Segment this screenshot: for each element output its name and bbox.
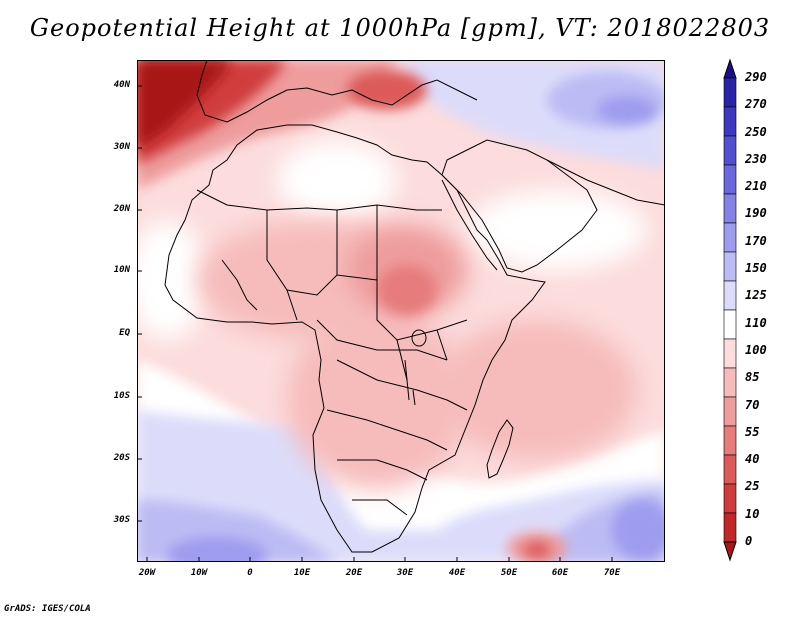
colorbar-swatch xyxy=(723,222,737,253)
colorbar-bottom-arrow xyxy=(723,541,737,562)
colorbar-label: 250 xyxy=(745,124,767,139)
lon-label: 70E xyxy=(603,568,621,578)
colorbar-swatch xyxy=(723,309,737,340)
lat-label: 20S xyxy=(113,453,130,463)
colorbar-label: 210 xyxy=(745,179,767,194)
lon-label: 30E xyxy=(396,568,414,578)
field-red-sudan-core xyxy=(377,265,437,315)
lon-label: 20E xyxy=(345,568,363,578)
colorbar-swatch xyxy=(723,77,737,108)
field-pink-indian xyxy=(437,320,637,460)
colorbar-swatch xyxy=(723,512,737,543)
colorbar-swatch xyxy=(723,280,737,311)
colorbar-top-arrow xyxy=(723,58,737,79)
colorbar-swatch xyxy=(723,106,737,137)
colorbar-swatch xyxy=(723,135,737,166)
lakes xyxy=(404,329,427,406)
colorbar-swatch xyxy=(723,338,737,369)
colorbar-swatch xyxy=(723,164,737,195)
tick-marks xyxy=(137,85,613,562)
colorbar-swatch xyxy=(723,483,737,514)
colorbar-swatch xyxy=(723,251,737,282)
lat-label: EQ xyxy=(119,328,130,338)
lon-label: 0 xyxy=(247,568,253,578)
field-purple-core-se xyxy=(612,500,665,560)
colorbar-label: 55 xyxy=(745,424,760,439)
lon-label: 10E xyxy=(293,568,311,578)
field-red-core-nw xyxy=(137,60,232,150)
lon-label: 50E xyxy=(500,568,518,578)
colorbar-label: 25 xyxy=(745,479,760,494)
colorbar-label: 40 xyxy=(745,452,760,467)
colorbar-swatch xyxy=(723,367,737,398)
map-plot-area xyxy=(137,60,665,562)
colorbar-label: 10 xyxy=(745,506,760,521)
colorbar-swatches xyxy=(723,58,737,562)
colorbar-label: 270 xyxy=(745,97,767,112)
colorbar-swatch xyxy=(723,425,737,456)
colorbar-label: 110 xyxy=(745,315,767,330)
lat-label: 20N xyxy=(113,204,130,214)
lat-label: 30N xyxy=(113,142,130,152)
lat-label: 10N xyxy=(113,265,130,275)
colorbar-label: 85 xyxy=(745,370,760,385)
colorbar-label: 0 xyxy=(745,534,753,548)
footer-credit: GrADS: IGES/COLA xyxy=(4,604,91,614)
lon-label: 10W xyxy=(190,568,208,578)
colorbar-label: 190 xyxy=(745,206,767,221)
colorbar-label: 125 xyxy=(745,288,767,303)
colorbar-label: 100 xyxy=(745,342,767,357)
field-white-arabia xyxy=(467,190,647,270)
lon-label: 40E xyxy=(448,568,466,578)
colorbar-label: 150 xyxy=(745,261,767,276)
colorbar-swatch xyxy=(723,396,737,427)
colorbar xyxy=(723,58,737,562)
map-frame xyxy=(137,60,665,562)
lat-label: 30S xyxy=(113,515,130,525)
field-blue-caspian-core xyxy=(597,96,657,124)
lon-label: 60E xyxy=(551,568,569,578)
lat-label: 10S xyxy=(113,391,130,401)
field-low-55e-core xyxy=(523,542,551,558)
colorbar-label: 290 xyxy=(745,70,767,84)
chart-title: Geopotential Height at 1000hPa [gpm], VT… xyxy=(29,14,771,42)
lat-label: 40N xyxy=(113,80,130,90)
colorbar-label: 230 xyxy=(745,151,767,166)
colorbar-label: 170 xyxy=(745,233,767,248)
field-purple-core-sw xyxy=(167,537,267,562)
field-white-sahara xyxy=(277,140,397,220)
lon-label: 20W xyxy=(138,568,156,578)
colorbar-swatch xyxy=(723,454,737,485)
coastlines xyxy=(164,60,665,553)
field-white-atlantic xyxy=(137,220,207,340)
field-pink-central xyxy=(287,310,467,490)
field-red-balkans xyxy=(347,70,427,110)
colorbar-swatch xyxy=(723,193,737,224)
colorbar-label: 70 xyxy=(745,397,760,412)
